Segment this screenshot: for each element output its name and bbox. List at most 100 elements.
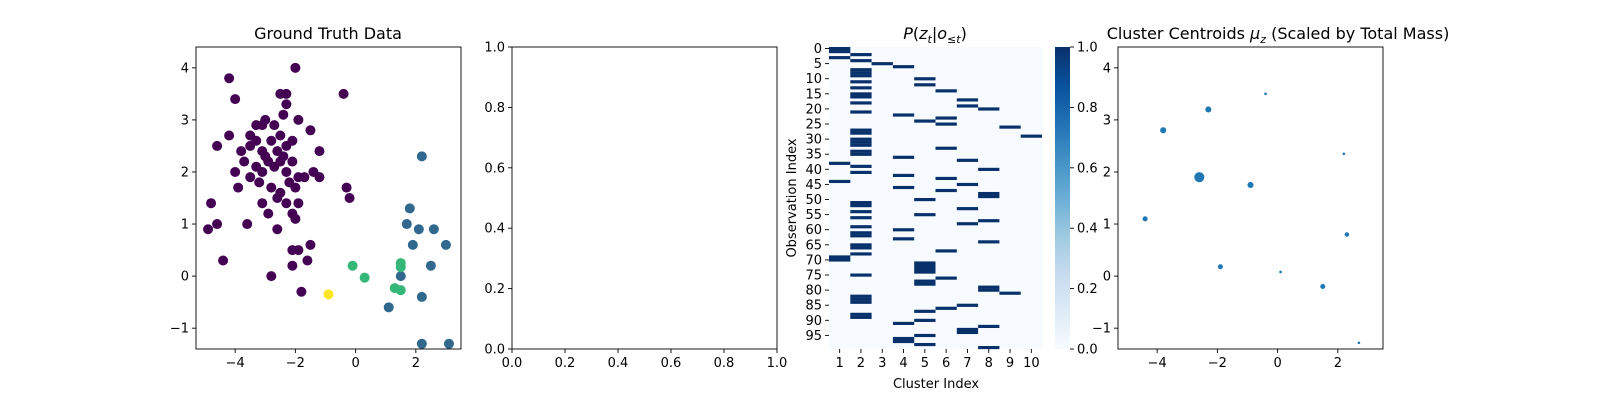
data-point: [278, 109, 289, 120]
colorbar-tick-label: 1.0: [1077, 41, 1098, 56]
centroid-points: [1142, 92, 1361, 345]
centroid-point: [1320, 283, 1326, 290]
heatmap-cell: [935, 188, 957, 193]
heatmap-cell: [956, 222, 979, 226]
heatmap-cell: [850, 59, 872, 63]
data-point: [407, 239, 418, 250]
data-point: [443, 338, 454, 349]
heatmap-cell: [850, 231, 872, 235]
heatmap-cell: [850, 137, 872, 141]
ground-truth-ytick-label: 1: [181, 218, 189, 233]
heatmap-ytick-label: 90: [805, 314, 822, 329]
data-point: [239, 156, 250, 167]
ground-truth-points: [203, 62, 454, 349]
data-point: [395, 262, 406, 273]
data-point: [314, 172, 325, 183]
data-point: [305, 239, 316, 250]
heatmap-cell: [914, 119, 936, 123]
heatmap-ytick-label: 95: [805, 329, 822, 344]
heatmap-xtick-label: 10: [1023, 356, 1040, 371]
data-point: [293, 114, 304, 125]
heatmap-xtick-label: 5: [921, 356, 929, 371]
heatmap-cell: [935, 89, 957, 93]
data-point: [266, 135, 277, 146]
heatmap-ytick-label: 55: [805, 208, 822, 223]
colorbar: 0.0 0.2 0.4 0.6 0.8 1.0: [1055, 41, 1098, 358]
heatmap-cell: [914, 77, 936, 81]
data-point: [359, 272, 370, 283]
empty-panel-xtick-label: 0.4: [608, 356, 629, 371]
heatmap-cell: [914, 213, 936, 217]
data-point: [287, 135, 298, 146]
heatmap-ytick-label: 5: [814, 57, 822, 72]
centroid-point: [1264, 92, 1267, 96]
centroids-ytick-label: 0: [1103, 270, 1111, 285]
heatmap-cell: [892, 228, 915, 232]
empty-panel-frame: [511, 46, 778, 350]
heatmap-cell: [850, 101, 872, 105]
data-point: [344, 193, 355, 203]
heatmap-cell: [935, 306, 957, 310]
empty-panel-ytick-label: 0.8: [484, 101, 505, 116]
heatmap-cell: [850, 246, 872, 250]
centroids-panel: Cluster Centroids μz (Scaled by Total Ma…: [1092, 24, 1449, 371]
ground-truth-xtick-label: −4: [226, 356, 245, 371]
heatmap-cell: [935, 116, 957, 120]
heatmap-cell: [850, 149, 872, 153]
heatmap-cell: [914, 267, 936, 271]
data-point: [338, 88, 349, 99]
ground-truth-frame: [195, 46, 462, 350]
centroids-axes: −4 −2 0 2 −1 0 1 2 3 4: [1092, 46, 1384, 371]
data-point: [257, 166, 268, 177]
ground-truth-xtick-label: 0: [351, 356, 359, 371]
centroid-point: [1217, 264, 1223, 270]
centroid-point: [1205, 106, 1212, 113]
centroids-xtick-label: 2: [1334, 356, 1342, 371]
heatmap-cell: [914, 261, 936, 265]
heatmap-xtick-label: 4: [899, 356, 907, 371]
data-point: [296, 286, 307, 297]
data-point: [416, 338, 427, 349]
heatmap-cell: [850, 143, 872, 147]
data-point: [395, 271, 406, 282]
heatmap-cell: [978, 288, 1000, 292]
heatmap-cell: [956, 327, 979, 332]
heatmap-cell: [914, 264, 936, 268]
ground-truth-ytick-label: 3: [181, 113, 189, 128]
heatmap-axes: 1 2 3 4 5 6 7 8 9 1005101520253035404550556065707…: [805, 42, 1039, 371]
centroids-xtick-label: 0: [1273, 356, 1281, 371]
centroid-point: [1194, 172, 1205, 183]
heatmap-cell: [829, 50, 851, 54]
heatmap-cell: [935, 249, 957, 253]
heatmap-cell: [914, 198, 936, 202]
heatmap-cell: [850, 297, 872, 301]
heatmap-cell: [850, 300, 872, 304]
colorbar-tick-label: 0.6: [1077, 161, 1098, 176]
heatmap-cell: [892, 113, 915, 117]
data-point: [212, 219, 223, 230]
ground-truth-xtick-label: −2: [286, 356, 305, 371]
empty-panel-ytick-label: 0.2: [484, 282, 505, 297]
heatmap-cell: [850, 234, 872, 238]
data-point: [266, 271, 277, 282]
heatmap-ytick-label: 20: [805, 102, 822, 117]
heatmap-cell: [892, 185, 915, 190]
heatmap-cell: [850, 252, 872, 256]
centroids-xtick-label: −4: [1148, 356, 1167, 371]
heatmap-cell: [850, 128, 872, 132]
data-point: [440, 239, 451, 250]
ground-truth-xtick-label: 2: [412, 356, 420, 371]
ground-truth-axes: −4 −2 0 2 −1 0 1 2 3 4: [170, 46, 462, 371]
heatmap-cell: [956, 158, 979, 162]
empty-panel: 0.0 0.2 0.4 0.6 0.8 1.0 0.0 0.2 0.4 0.6 0.8 1.0: [484, 41, 787, 372]
data-point: [230, 94, 241, 105]
heatmap-ytick-label: 25: [805, 118, 822, 133]
empty-panel-xtick-label: 0.8: [714, 356, 735, 371]
data-point: [257, 198, 268, 209]
heatmap-cell: [850, 92, 872, 96]
data-point: [299, 172, 310, 183]
heatmap-cell: [850, 204, 872, 208]
data-point: [278, 151, 289, 162]
heatmap-cell: [892, 173, 915, 178]
heatmap-cell: [850, 95, 872, 99]
